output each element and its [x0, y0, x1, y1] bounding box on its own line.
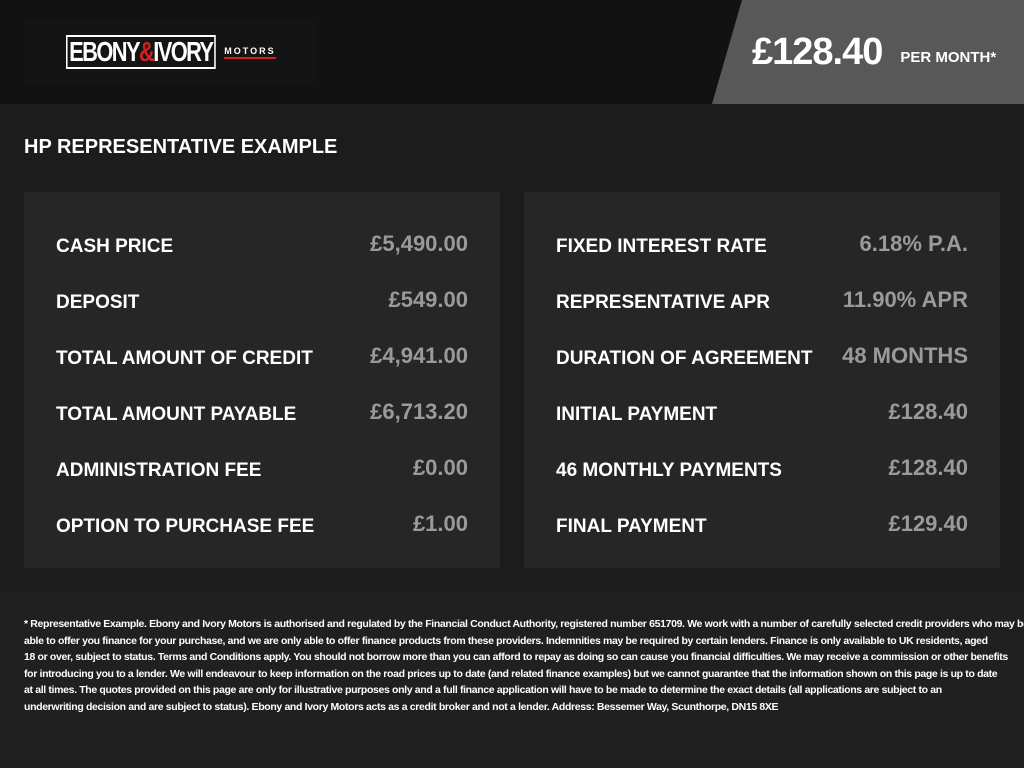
finance-value: £549.00 [388, 287, 468, 312]
finance-value: £1.00 [412, 511, 468, 536]
finance-row: DEPOSIT £549.00 [56, 272, 468, 328]
finance-label: DEPOSIT [56, 292, 140, 313]
monthly-price: £128.40 [752, 30, 883, 73]
finance-label: OPTION TO PURCHASE FEE [56, 516, 315, 537]
finance-value: £129.40 [888, 511, 968, 536]
finance-label: ADMINISTRATION FEE [56, 460, 262, 481]
finance-label: REPRESENTATIVE APR [556, 292, 770, 313]
logo-ampersand: & [139, 36, 155, 67]
finance-label: TOTAL AMOUNT PAYABLE [56, 404, 297, 425]
finance-row: FINAL PAYMENT £129.40 [556, 496, 968, 552]
finance-panel-left: CASH PRICE £5,490.00 DEPOSIT £549.00 TOTAL A… [24, 192, 500, 568]
finance-value: £6,713.20 [370, 399, 468, 424]
finance-value: £5,490.00 [370, 231, 468, 256]
logo-ebony: EBONY [69, 36, 140, 67]
monthly-price-box: £128.40 PER MONTH* [712, 0, 1024, 104]
disclaimer-line: at all times. The quotes provided on thi… [24, 684, 942, 697]
page-title: HP REPRESENTATIVE EXAMPLE [24, 136, 338, 158]
finance-value: £4,941.00 [370, 343, 468, 368]
finance-label: CASH PRICE [56, 236, 174, 257]
finance-panel-right: FIXED INTEREST RATE 6.18% P.A. REPRESENTAT… [524, 192, 1000, 568]
finance-label: DURATION OF AGREEMENT [556, 348, 813, 369]
finance-value: 48 MONTHS [842, 343, 968, 368]
finance-row: 46 MONTHLY PAYMENTS £128.40 [556, 440, 968, 496]
finance-row: ADMINISTRATION FEE £0.00 [56, 440, 468, 496]
finance-row: OPTION TO PURCHASE FEE £1.00 [56, 496, 468, 552]
finance-value: 11.90% APR [842, 287, 968, 312]
per-month-label: PER MONTH* [900, 48, 997, 66]
finance-value: 6.18% P.A. [859, 231, 968, 256]
finance-row: REPRESENTATIVE APR 11.90% APR [556, 272, 968, 328]
disclaimer-line: able to offer you finance for your purch… [24, 634, 988, 647]
disclaimer-line: * Representative Example. Ebony and Ivor… [24, 618, 1024, 630]
finance-row: DURATION OF AGREEMENT 48 MONTHS [556, 328, 968, 384]
finance-label: 46 MONTHLY PAYMENTS [556, 460, 782, 481]
finance-label: FINAL PAYMENT [556, 516, 707, 537]
finance-value: £128.40 [888, 399, 968, 424]
finance-row: FIXED INTEREST RATE 6.18% P.A. [556, 216, 968, 272]
finance-value: £0.00 [412, 455, 468, 480]
finance-label: FIXED INTEREST RATE [556, 236, 767, 257]
logo-wordmark: EBONY & IVORY [66, 35, 217, 69]
header: EBONY & IVORY MOTORS £128.40 PER MONTH* [0, 0, 1024, 104]
finance-value: £128.40 [888, 455, 968, 480]
finance-row: TOTAL AMOUNT PAYABLE £6,713.20 [56, 384, 468, 440]
finance-row: TOTAL AMOUNT OF CREDIT £4,941.00 [56, 328, 468, 384]
logo-motors: MOTORS [224, 46, 276, 59]
logo[interactable]: EBONY & IVORY MOTORS [24, 20, 318, 84]
disclaimer-line: underwriting decision and are subject to… [24, 700, 779, 713]
disclaimer-line: for introducing you to a lender. We will… [24, 667, 998, 680]
finance-row: INITIAL PAYMENT £128.40 [556, 384, 968, 440]
finance-row: CASH PRICE £5,490.00 [56, 216, 468, 272]
logo-ivory: IVORY [153, 36, 215, 67]
finance-label: TOTAL AMOUNT OF CREDIT [56, 348, 313, 369]
finance-label: INITIAL PAYMENT [556, 404, 718, 425]
disclaimer: * Representative Example. Ebony and Ivor… [0, 592, 1024, 768]
disclaimer-line: 18 or over, subject to status. Terms and… [24, 651, 1008, 664]
